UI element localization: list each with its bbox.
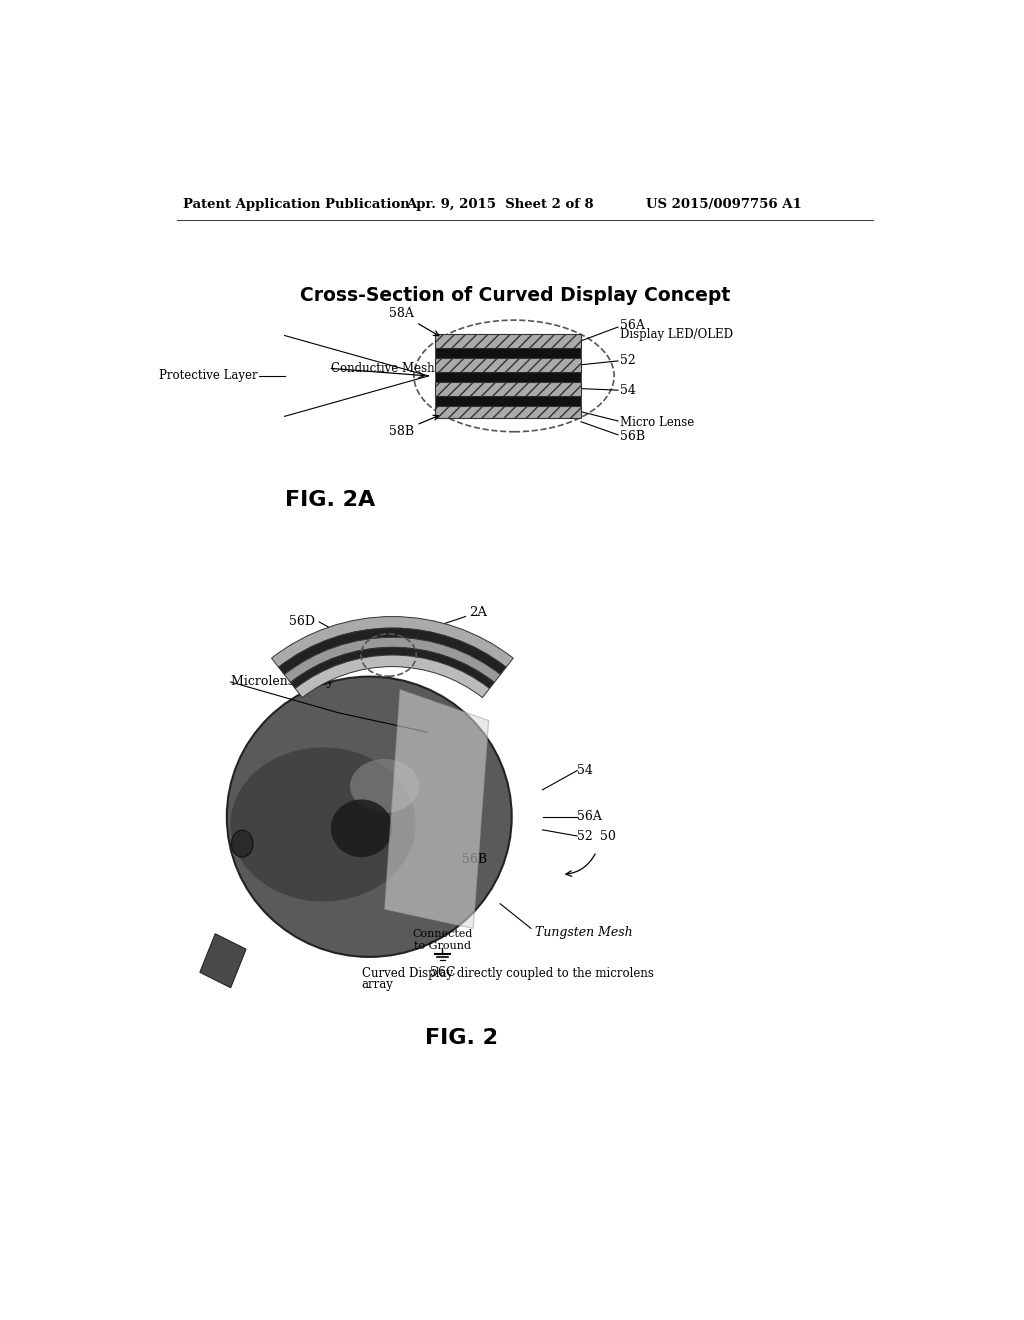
Ellipse shape — [331, 800, 392, 857]
Text: 56C: 56C — [430, 966, 455, 979]
Wedge shape — [291, 647, 495, 689]
Bar — [435, 348, 581, 358]
Text: array: array — [361, 978, 393, 991]
Bar — [435, 358, 581, 372]
Text: 56B: 56B — [462, 853, 486, 866]
Bar — [435, 372, 581, 381]
Wedge shape — [271, 616, 513, 668]
Polygon shape — [200, 933, 246, 987]
Text: Tungsten Mesh: Tungsten Mesh — [535, 925, 633, 939]
Bar — [435, 381, 581, 396]
Bar — [435, 405, 581, 418]
Wedge shape — [285, 638, 501, 682]
Text: 50: 50 — [600, 829, 616, 842]
Text: Protective Layer: Protective Layer — [159, 370, 258, 383]
Wedge shape — [279, 628, 506, 675]
Text: Conductive Mesh: Conductive Mesh — [331, 362, 434, 375]
Text: FIG. 2: FIG. 2 — [425, 1028, 498, 1048]
Text: 56B: 56B — [620, 430, 645, 444]
Wedge shape — [295, 655, 489, 697]
Text: Microlens Array: Microlens Array — [230, 676, 334, 689]
Text: Apr. 9, 2015  Sheet 2 of 8: Apr. 9, 2015 Sheet 2 of 8 — [407, 198, 594, 211]
Text: Patent Application Publication: Patent Application Publication — [183, 198, 410, 211]
Text: Cross-Section of Curved Display Concept: Cross-Section of Curved Display Concept — [300, 285, 731, 305]
Text: 56D: 56D — [290, 615, 315, 628]
Ellipse shape — [230, 747, 416, 902]
Ellipse shape — [226, 677, 512, 957]
Text: Micro Lense: Micro Lense — [620, 416, 694, 429]
Text: Connected
to Ground: Connected to Ground — [413, 929, 473, 952]
Bar — [435, 334, 581, 348]
Text: 54: 54 — [578, 764, 593, 777]
Polygon shape — [385, 689, 488, 928]
Text: Display LED/OLED: Display LED/OLED — [620, 329, 732, 342]
Text: 52: 52 — [620, 354, 635, 367]
Ellipse shape — [350, 759, 419, 813]
Text: US 2015/0097756 A1: US 2015/0097756 A1 — [646, 198, 802, 211]
Text: 2A: 2A — [469, 606, 487, 619]
Text: FIG. 2A: FIG. 2A — [285, 490, 375, 510]
Text: 56A: 56A — [620, 319, 644, 333]
Text: Curved Display directly coupled to the microlens: Curved Display directly coupled to the m… — [361, 966, 653, 979]
Text: 58B: 58B — [388, 416, 438, 438]
Text: 52: 52 — [578, 829, 593, 842]
Text: 56A: 56A — [578, 810, 602, 824]
Text: 54: 54 — [620, 384, 635, 397]
Bar — [435, 396, 581, 405]
Ellipse shape — [231, 830, 253, 857]
Text: 58A: 58A — [388, 308, 439, 335]
